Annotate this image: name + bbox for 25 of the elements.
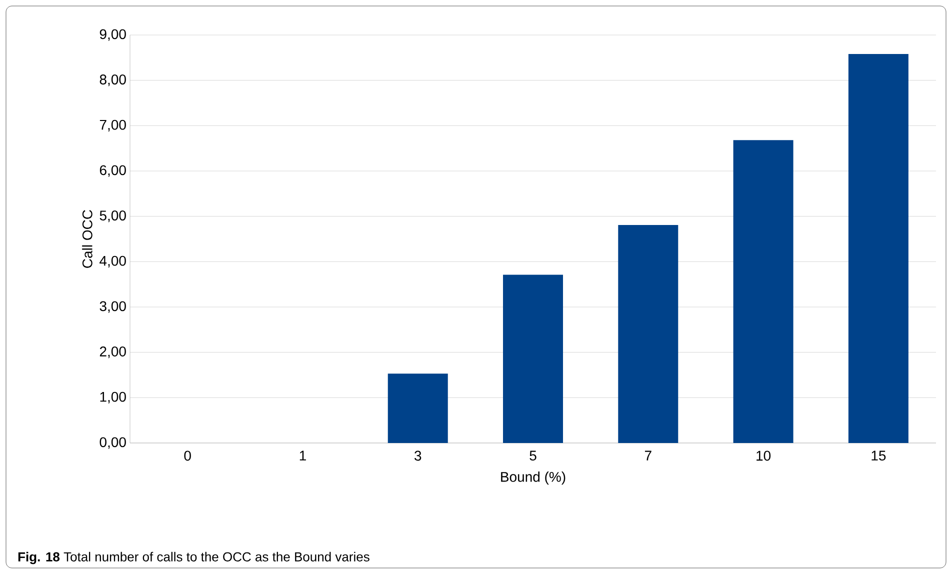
- text: Fig. 18 Total number of calls to the OCC as the Bound varies: [18, 552, 370, 564]
- y-tick-label: 3,00: [100, 301, 126, 313]
- y-tick-label: 2,00: [100, 346, 126, 358]
- bar: [848, 54, 908, 443]
- x-tick-label: 1: [300, 450, 306, 460]
- y-tick-label: 0,00: [100, 437, 126, 449]
- bar: [733, 140, 794, 443]
- bar: [503, 274, 564, 443]
- bar: [618, 224, 678, 443]
- y-tick-label: 6,00: [100, 165, 126, 177]
- x-tick-label: 5: [530, 450, 536, 461]
- x-tick-label: 10: [756, 450, 771, 461]
- y-tick-label: 5,00: [100, 210, 126, 222]
- x-tick-label: 3: [414, 450, 422, 461]
- y-tick-label: 1,00: [100, 392, 126, 404]
- x-tick-label: 0: [184, 450, 191, 461]
- y-tick-label: 8,00: [100, 74, 126, 86]
- y-axis-title: Call OCC: [82, 210, 92, 268]
- y-tick-label: 9,00: [100, 29, 126, 41]
- x-tick-label: 7: [644, 450, 652, 460]
- x-axis-title: Bound (%): [501, 472, 566, 485]
- y-tick-label: 4,00: [100, 256, 126, 268]
- y-tick-label: 7,00: [100, 120, 126, 132]
- bar: [388, 374, 448, 443]
- x-tick-label: 15: [872, 450, 886, 461]
